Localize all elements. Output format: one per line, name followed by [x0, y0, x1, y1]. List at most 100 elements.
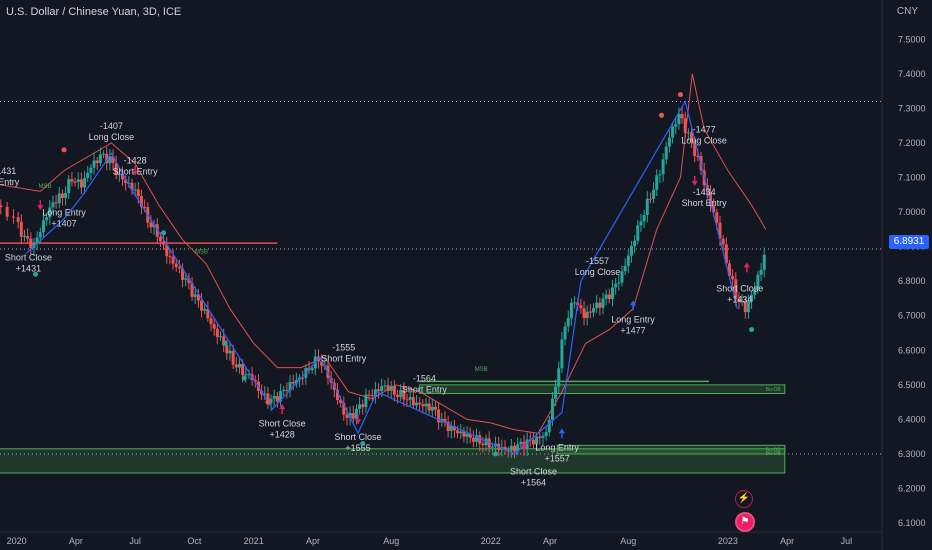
candle-body: [335, 389, 339, 401]
candle-body: [465, 433, 469, 437]
fractal-dot: [33, 271, 39, 277]
fractal-dot: [265, 399, 271, 405]
trade-annotation: Short Close+1428: [259, 418, 306, 439]
x-tick-label: Aug: [383, 536, 399, 546]
annotation-text: Long Entry: [611, 315, 655, 325]
candle-body: [664, 146, 668, 160]
zone-label: Bu-OB: [766, 447, 782, 453]
candle-body: [364, 394, 368, 408]
candle-body: [538, 436, 542, 438]
order-block-zone: [556, 444, 786, 455]
candle-body: [471, 437, 475, 442]
y-tick-label: 7.1000: [898, 173, 926, 183]
candle-body: [408, 397, 412, 400]
candle-body: [531, 439, 535, 445]
candle-body: [282, 389, 286, 392]
candle-body: [737, 299, 741, 303]
candle-body: [484, 438, 488, 446]
y-tick-label: 7.0000: [898, 207, 926, 217]
y-tick-label: 7.4000: [898, 69, 926, 79]
candle-body: [734, 279, 738, 300]
candle-body: [617, 282, 621, 284]
candle-body: [405, 399, 409, 401]
trade-annotation: Long Entry+1407: [42, 208, 86, 229]
y-tick-label: 6.2000: [898, 484, 926, 494]
order-block-zone: [419, 384, 786, 394]
candle-body: [411, 397, 415, 406]
x-tick-label: 2020: [7, 536, 27, 546]
candle-body: [595, 302, 599, 309]
candle-body: [48, 207, 52, 218]
candle-body: [124, 179, 128, 184]
x-tick-label: Apr: [306, 536, 320, 546]
candle-body: [421, 404, 425, 407]
candle-body: [57, 193, 61, 204]
candle-body: [550, 398, 554, 420]
candle-body: [614, 283, 618, 288]
trailing-stop-line: [0, 73, 767, 434]
candle-body: [0, 205, 3, 208]
candle-body: [661, 159, 665, 175]
candle-body: [481, 443, 485, 446]
candle-body: [519, 441, 523, 445]
candle-body: [437, 409, 441, 423]
candle-body: [23, 235, 26, 237]
fractal-dot: [222, 340, 228, 346]
candle-body: [348, 413, 352, 418]
candle-body: [244, 374, 248, 376]
trade-annotation: Long Entry+1557: [535, 443, 579, 464]
candle-body: [462, 431, 466, 437]
candle-body: [468, 433, 472, 438]
x-tick-label: Jul: [841, 536, 853, 546]
candle-body: [219, 336, 222, 338]
candle-body: [127, 182, 131, 184]
candle-body: [396, 394, 400, 397]
annotation-text: Short Close: [716, 284, 763, 294]
annotation-text: +1434: [727, 295, 752, 305]
candle-body: [51, 202, 55, 208]
candle-body: [402, 389, 406, 400]
candle-body: [721, 238, 725, 245]
candle-body: [655, 175, 659, 190]
signal-arrow-icon: [691, 180, 698, 186]
candle-body: [67, 179, 71, 193]
candle-body: [693, 140, 697, 157]
candle-body: [633, 240, 637, 247]
x-tick-label: Jul: [129, 536, 141, 546]
annotation-text: Long Entry: [42, 208, 86, 218]
candle-body: [535, 436, 539, 445]
candle-body: [759, 269, 763, 275]
candle-body: [449, 425, 453, 431]
candle-body: [588, 311, 592, 313]
x-tick-label: Apr: [780, 536, 794, 546]
signal-arrow-icon: [520, 442, 527, 448]
candle-body: [263, 393, 267, 395]
lightning-icon[interactable]: ⚡: [735, 490, 753, 508]
candle-body: [598, 302, 602, 308]
candle-body: [686, 132, 690, 134]
candle-body: [740, 301, 744, 303]
fractal-dot: [61, 147, 67, 153]
candle-body: [114, 162, 118, 176]
candle-body: [636, 225, 640, 241]
event-flag-icon[interactable]: ⚑: [735, 512, 755, 532]
candle-body: [370, 395, 374, 397]
y-tick-label: 6.4000: [898, 414, 926, 424]
candle-body: [345, 414, 349, 418]
candle-body: [459, 431, 463, 434]
candle-body: [139, 196, 143, 207]
annotation-text: -1434: [693, 187, 716, 197]
annotation-text: Long Entry: [535, 443, 579, 453]
last-price-tag: 6.8931: [889, 235, 929, 249]
candle-body: [671, 126, 675, 138]
x-tick-label: Apr: [69, 536, 83, 546]
candle-body: [272, 395, 276, 399]
candle-body: [607, 294, 611, 300]
candle-body: [560, 339, 564, 369]
annotation-text: rt Entry: [0, 177, 20, 187]
candle-body: [158, 236, 162, 242]
candle-body: [399, 389, 403, 397]
candle-body: [712, 205, 716, 213]
candle-body: [29, 238, 33, 249]
